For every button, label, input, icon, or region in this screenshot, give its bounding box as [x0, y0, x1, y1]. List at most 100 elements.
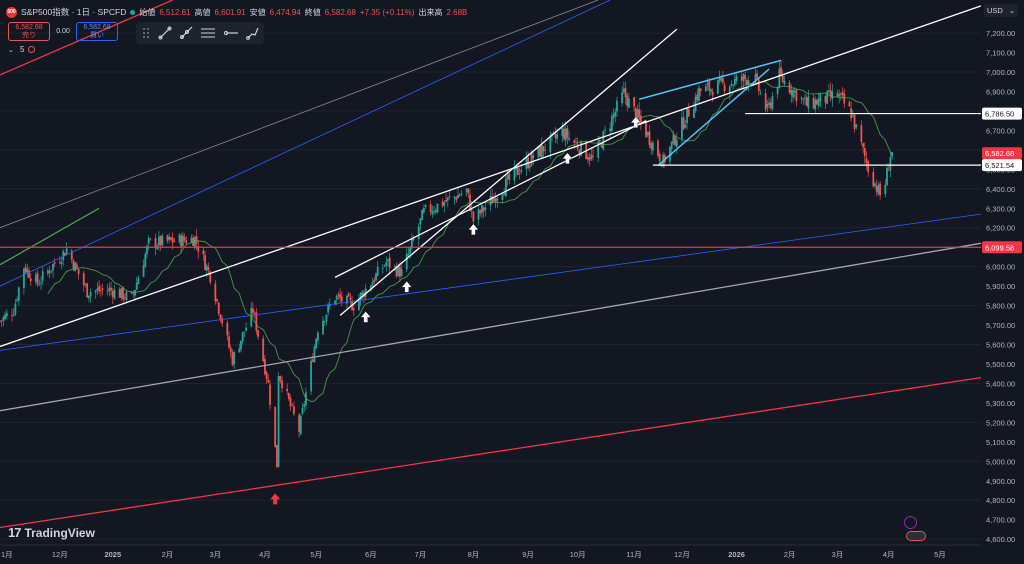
price-tick-label: 4,800.00: [986, 496, 1015, 505]
candle-body: [580, 141, 582, 156]
candle-body: [120, 288, 123, 298]
candle-body: [221, 318, 224, 324]
ray-icon[interactable]: [179, 25, 193, 41]
candle-body: [699, 88, 702, 92]
candle-body: [323, 321, 326, 323]
candle-body: [89, 292, 92, 297]
candle-body: [848, 102, 851, 107]
candle-body: [686, 107, 688, 124]
candle-body: [40, 282, 42, 284]
tradingview-logo[interactable]: 17 TradingView: [8, 525, 95, 540]
candle-body: [99, 290, 102, 291]
buy-button[interactable]: 6,582.68 買い: [76, 22, 118, 41]
path-icon[interactable]: [246, 25, 260, 41]
candle-body: [76, 264, 78, 269]
candle-body: [243, 331, 246, 333]
candle-body: [696, 94, 699, 100]
candle-body: [800, 97, 803, 99]
time-tick-label: 5月: [934, 550, 946, 559]
trend-line-icon[interactable]: [158, 25, 172, 41]
candle-body: [728, 86, 731, 93]
arrow-up-3: [468, 223, 479, 235]
candle-body: [29, 278, 32, 282]
horizontal-ray-icon[interactable]: [223, 25, 239, 41]
candle-body: [551, 133, 553, 136]
sell-button[interactable]: 6,582.68 売り: [8, 22, 50, 41]
candle-body: [651, 142, 654, 151]
candle-body: [636, 109, 639, 120]
candle-body: [544, 149, 547, 151]
candle-body: [108, 287, 111, 292]
candle-body: [2, 317, 5, 321]
candle-body: [38, 284, 41, 286]
indicator-status-icon: [28, 46, 36, 53]
candle-body: [457, 195, 459, 199]
candle-body: [460, 193, 463, 195]
candle-body: [501, 194, 504, 200]
close-label: 終値: [304, 7, 321, 17]
candle-body: [277, 376, 280, 467]
candle-body: [537, 146, 540, 157]
lightning-icon[interactable]: [904, 516, 917, 529]
price-tick-label: 5,500.00: [986, 360, 1015, 369]
candle-body: [742, 74, 745, 82]
candle-body: [87, 295, 90, 299]
change-value: +7.35 (+0.11%): [359, 7, 415, 17]
lower-thin-blue: [0, 213, 982, 351]
candle-body: [407, 253, 410, 256]
candle-body: [375, 273, 377, 281]
time-tick-label: 11月: [626, 550, 641, 559]
price-label: 6,582.68: [985, 149, 1014, 158]
candle-body: [339, 294, 342, 299]
parallel-channel-icon[interactable]: [200, 25, 216, 41]
candle-body: [181, 235, 184, 247]
currency-selector[interactable]: USD ⌄: [984, 4, 1018, 17]
candle-body: [829, 90, 832, 98]
time-tick-label: 2月: [784, 550, 796, 559]
price-tick-label: 6,700.00: [986, 126, 1015, 135]
candle-body: [566, 128, 569, 138]
arrow-up-1: [360, 311, 372, 323]
grip-icon[interactable]: [140, 25, 151, 41]
candle-body: [564, 128, 567, 141]
candle-body: [884, 185, 887, 195]
price-tick-label: 5,300.00: [986, 399, 1015, 408]
price-tick-label: 5,700.00: [986, 321, 1015, 330]
candle-body: [178, 234, 181, 243]
volume-value: 2.68B: [446, 7, 468, 17]
symbol-logo: 500: [6, 6, 17, 18]
candle-body: [481, 205, 483, 213]
time-tick-label: 5月: [310, 550, 322, 559]
candle-body: [604, 129, 606, 131]
wedge-cyan-upper: [638, 59, 782, 100]
candle-body: [231, 351, 234, 365]
close-value: 6,582.68: [324, 7, 356, 17]
candle-body: [802, 98, 805, 100]
candle-body: [207, 267, 210, 271]
candle-body: [123, 297, 126, 299]
candle-body: [441, 201, 444, 207]
high-value: 6,601.91: [214, 7, 246, 17]
candle-body: [219, 314, 222, 320]
candle-body: [504, 178, 507, 196]
candle-body: [757, 79, 760, 92]
candle-body: [245, 327, 248, 331]
candle-body: [434, 210, 437, 213]
candle-body: [381, 268, 384, 269]
candle-body: [482, 207, 485, 212]
candle-body: [298, 414, 300, 432]
candle-body: [708, 81, 711, 91]
us-flag-icon[interactable]: [906, 531, 926, 541]
price-tick-label: 6,900.00: [986, 87, 1015, 96]
candle-body: [335, 295, 338, 300]
candle-body: [875, 185, 878, 192]
symbol-title[interactable]: S&P500指数 · 1日 · SPCFD: [21, 7, 127, 17]
candle-body: [149, 238, 152, 240]
time-tick-label: 4月: [883, 550, 895, 559]
candle-body: [561, 128, 564, 137]
indicators-toggle[interactable]: ⌄ 5: [8, 45, 36, 54]
candle-body: [393, 265, 396, 267]
candle-body: [267, 379, 270, 383]
candle-body: [161, 235, 164, 246]
